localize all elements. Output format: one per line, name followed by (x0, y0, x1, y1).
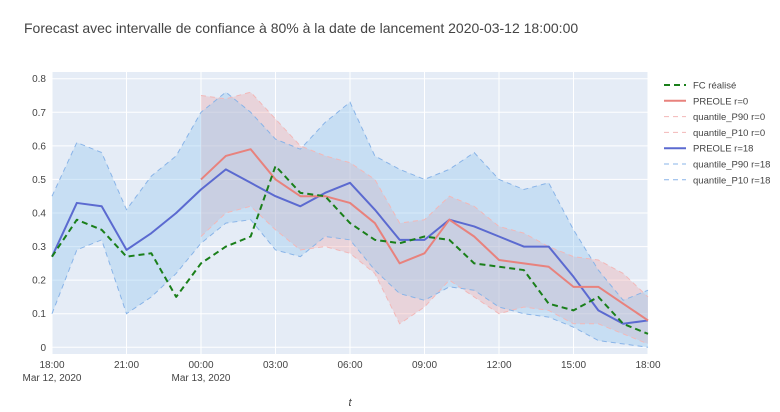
legend-label: FC réalisé (693, 81, 736, 92)
legend-item-quantile-p10-r-0[interactable]: quantile_P10 r=0 (664, 128, 765, 139)
x-tick-label: 03:00 (263, 360, 288, 371)
series-preole-r-0 (200, 148, 649, 322)
band-fill-r-18 (52, 92, 648, 348)
legend-label: PREOLE r=0 (693, 96, 748, 107)
legend-label: quantile_P90 r=0 (693, 112, 765, 123)
legend-item-quantile-p90-r-0[interactable]: quantile_P90 r=0 (664, 112, 765, 123)
series-quantile-p90-r-0 (200, 91, 649, 298)
y-tick-label: 0.5 (32, 175, 46, 186)
y-tick-label: 0.3 (32, 242, 46, 253)
series-quantile-p10-r-0 (200, 205, 649, 345)
x-tick-label: 15:00 (561, 360, 586, 371)
legend-label: PREOLE r=18 (693, 144, 753, 155)
y-tick-label: 0.2 (32, 276, 46, 287)
x-tick-label: 06:00 (337, 360, 362, 371)
x-tick-label: 09:00 (412, 360, 437, 371)
series-quantile-p90-r-18 (51, 91, 649, 301)
x-tick-date-label: Mar 12, 2020 (23, 373, 82, 384)
legend-label: quantile_P90 r=18 (693, 160, 770, 171)
y-tick-label: 0.4 (32, 209, 46, 220)
gridlines (51, 72, 649, 354)
x-tick-label: 00:00 (188, 360, 213, 371)
chart-title: Forecast avec intervalle de confiance à … (24, 20, 578, 36)
series-preole-r-18 (51, 168, 649, 325)
x-tick-label: 12:00 (486, 360, 511, 371)
band-fill-r-0 (201, 92, 648, 344)
y-tick-label: 0.7 (32, 108, 46, 119)
series-fc-r-alis (51, 165, 649, 335)
legend-item-quantile-p90-r-18[interactable]: quantile_P90 r=18 (664, 160, 770, 171)
x-axis: 18:00 Mar 12, 2020 21:00 00:00 Mar 13, 2020 0… (23, 360, 661, 384)
y-tick-label: 0.8 (32, 74, 46, 85)
legend-label: quantile_P10 r=18 (693, 175, 770, 186)
legend-item-fc-r-alis[interactable]: FC réalisé (664, 81, 736, 92)
x-tick-label: 18:00 (39, 360, 64, 371)
confidence-bands (51, 91, 649, 348)
x-tick-label: 21:00 (114, 360, 139, 371)
x-tick-label: 18:00 (635, 360, 660, 371)
y-axis: 0 0.1 0.2 0.3 0.4 0.5 0.6 0.7 0.8 (32, 74, 46, 354)
y-tick-label: 0 (40, 343, 46, 354)
legend-item-preole-r-0[interactable]: PREOLE r=0 (664, 96, 748, 107)
legend[interactable]: FC réalisé PREOLE r=0 quantile_P90 r=0 quan… (664, 81, 770, 187)
x-axis-title: t (348, 397, 352, 409)
series-quantile-p10-r-18 (51, 219, 649, 348)
x-tick-date-label: Mar 13, 2020 (172, 373, 231, 384)
legend-item-preole-r-18[interactable]: PREOLE r=18 (664, 144, 753, 155)
series-lines (51, 148, 649, 335)
y-tick-label: 0.1 (32, 309, 46, 320)
legend-label: quantile_P10 r=0 (693, 128, 765, 139)
y-tick-label: 0.6 (32, 141, 46, 152)
legend-item-quantile-p10-r-18[interactable]: quantile_P10 r=18 (664, 175, 770, 186)
